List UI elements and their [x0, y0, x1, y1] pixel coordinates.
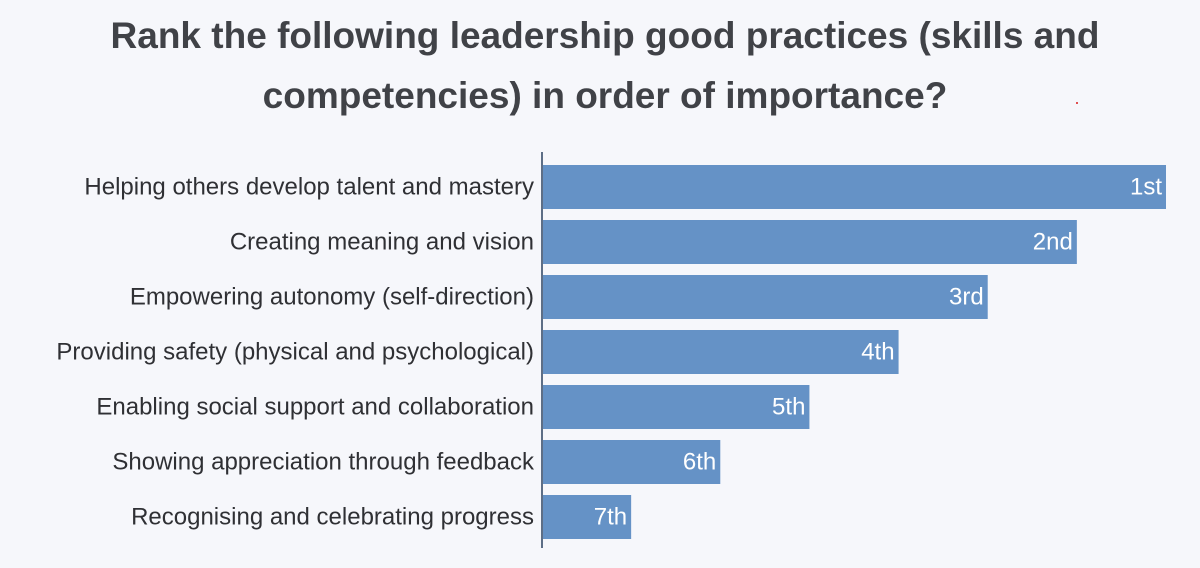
bar: [542, 385, 810, 429]
category-label: Enabling social support and collaboratio…: [96, 394, 534, 421]
value-label: 6th: [683, 449, 716, 476]
category-label: Helping others develop talent and master…: [84, 174, 534, 201]
bar: [542, 220, 1077, 264]
value-labels-group: 1st 2nd 3rd 4th 5th 6th 7th: [594, 174, 1163, 531]
value-label: 5th: [772, 394, 805, 421]
category-label: Creating meaning and vision: [230, 229, 534, 256]
value-label: 1st: [1130, 174, 1162, 201]
bar: [542, 440, 721, 484]
value-label: 2nd: [1033, 229, 1073, 256]
bar: [542, 330, 899, 374]
category-label: Showing appreciation through feedback: [112, 449, 535, 476]
bars-group: [542, 165, 1166, 539]
value-label: 3rd: [949, 284, 984, 311]
stray-dot: [1076, 102, 1078, 104]
bar: [542, 275, 988, 319]
category-label: Recognising and celebrating progress: [131, 504, 534, 531]
bar: [542, 165, 1166, 209]
value-label: 7th: [594, 504, 627, 531]
category-label: Providing safety (physical and psycholog…: [56, 339, 534, 366]
category-labels-group: Helping others develop talent and master…: [56, 174, 535, 531]
category-label: Empowering autonomy (self-direction): [130, 284, 534, 311]
chart-title: Rank the following leadership good pract…: [110, 15, 1100, 116]
bar: [542, 495, 632, 539]
value-label: 4th: [861, 339, 894, 366]
